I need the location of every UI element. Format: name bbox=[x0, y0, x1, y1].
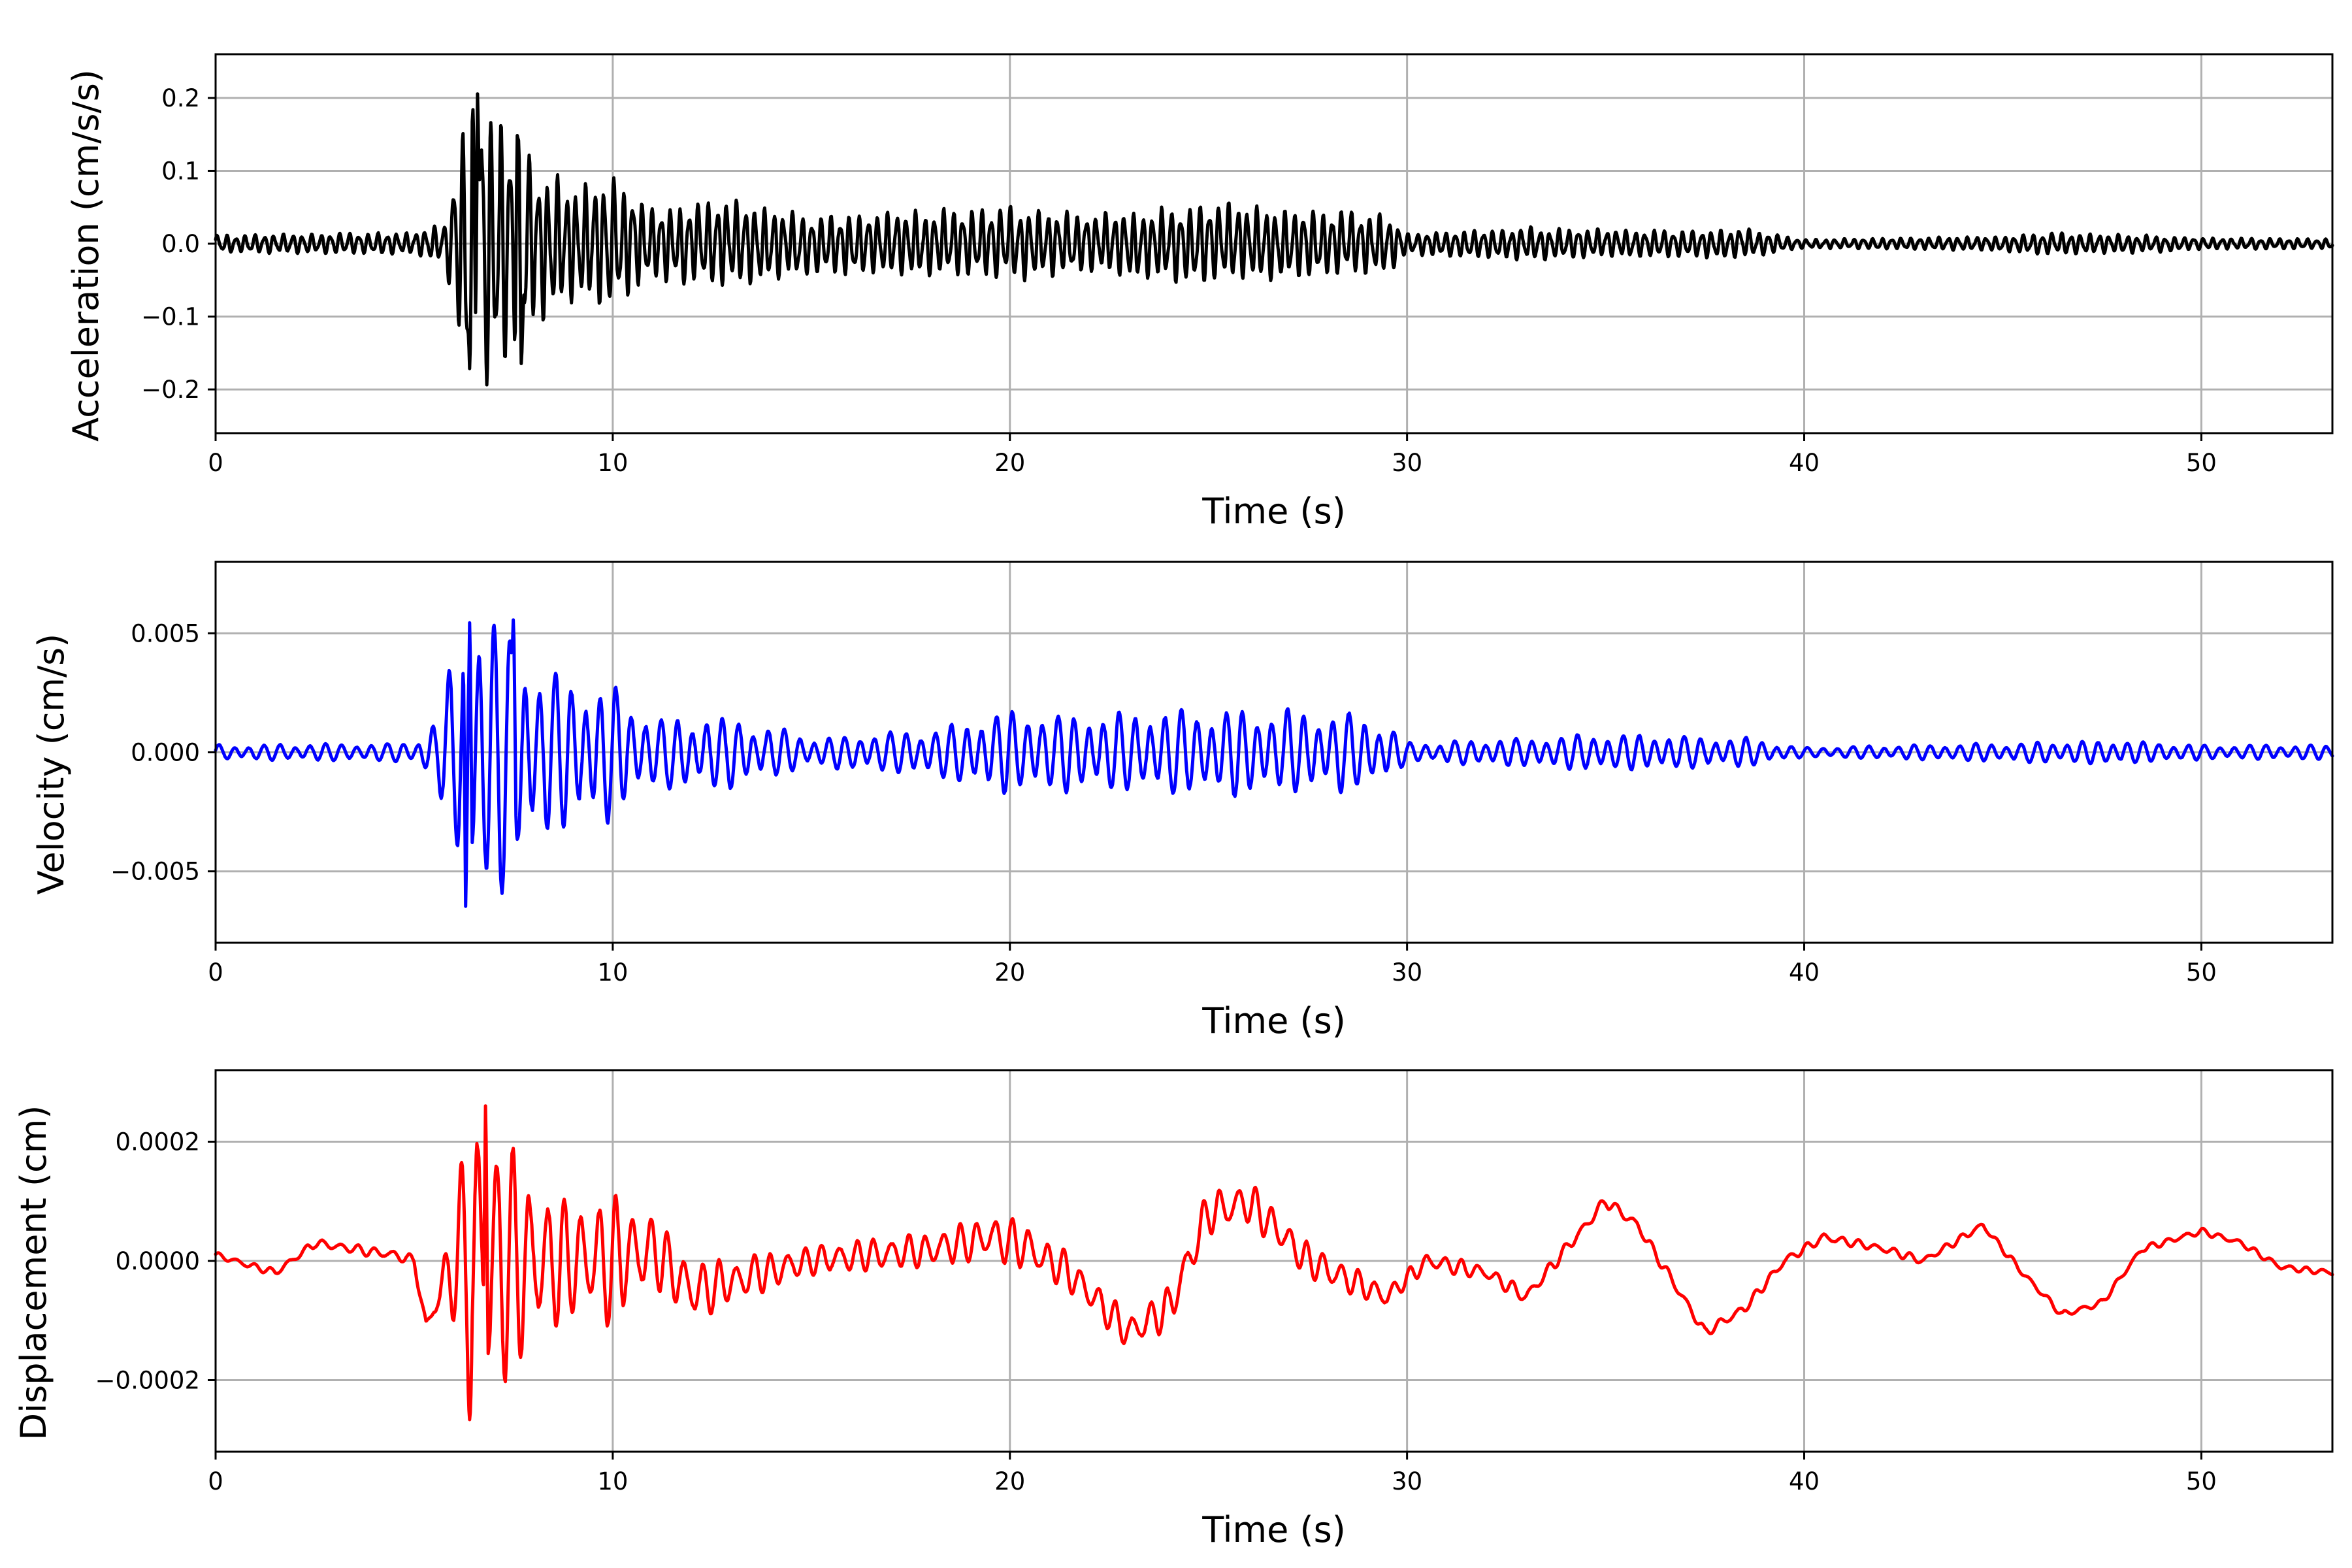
acceleration-x-tick-label: 30 bbox=[1392, 449, 1422, 477]
acceleration-y-tick-label: −0.2 bbox=[141, 376, 200, 404]
velocity-y-tick-label: −0.005 bbox=[110, 858, 200, 886]
displacement-line bbox=[214, 1104, 2334, 1422]
displacement-y-tick-label: 0.0002 bbox=[116, 1128, 200, 1156]
acceleration-x-tick-label: 0 bbox=[208, 449, 223, 477]
velocity-y-axis-label: Velocity (cm/s) bbox=[31, 634, 72, 895]
acceleration-panel: 0 10 20 30 40 50 −0.2 −0.1 0.0 0.1 0.2 Time (s) Ac… bbox=[65, 53, 2334, 532]
displacement-x-tick-label: 50 bbox=[2186, 1467, 2217, 1495]
displacement-x-tick-label: 30 bbox=[1392, 1467, 1422, 1495]
displacement-ticks: 0 10 20 30 40 50 −0.0002 0.0000 0.0002 bbox=[95, 1128, 2217, 1496]
velocity-line bbox=[214, 618, 2334, 908]
displacement-x-axis-label: Time (s) bbox=[1201, 1509, 1346, 1550]
velocity-ticks: 0 10 20 30 40 50 −0.005 0.000 0.005 bbox=[110, 619, 2217, 987]
velocity-x-tick-label: 10 bbox=[597, 958, 628, 987]
displacement-y-tick-label: −0.0002 bbox=[95, 1367, 200, 1395]
acceleration-ticks: 0 10 20 30 40 50 −0.2 −0.1 0.0 0.1 0.2 bbox=[141, 84, 2217, 477]
velocity-x-axis-label: Time (s) bbox=[1201, 1000, 1346, 1041]
displacement-x-tick-label: 10 bbox=[597, 1467, 628, 1495]
displacement-x-tick-label: 0 bbox=[208, 1467, 223, 1495]
velocity-y-tick-label: 0.005 bbox=[131, 619, 200, 647]
acceleration-y-tick-label: 0.0 bbox=[161, 230, 200, 258]
acceleration-x-tick-label: 10 bbox=[597, 449, 628, 477]
acceleration-x-tick-label: 50 bbox=[2186, 449, 2217, 477]
velocity-y-tick-label: 0.000 bbox=[131, 739, 200, 767]
displacement-y-axis-label: Displacement (cm) bbox=[13, 1105, 54, 1441]
acceleration-x-tick-label: 40 bbox=[1789, 449, 1820, 477]
acceleration-line bbox=[214, 92, 2334, 387]
velocity-x-tick-label: 0 bbox=[208, 958, 223, 987]
acceleration-y-tick-label: −0.1 bbox=[141, 303, 200, 331]
velocity-x-tick-label: 50 bbox=[2186, 958, 2217, 987]
acceleration-y-tick-label: 0.1 bbox=[161, 157, 200, 185]
acceleration-y-tick-label: 0.2 bbox=[161, 84, 200, 112]
acceleration-y-axis-label: Acceleration (cm/s/s) bbox=[65, 69, 106, 442]
velocity-x-tick-label: 20 bbox=[994, 958, 1025, 987]
displacement-x-tick-label: 20 bbox=[994, 1467, 1025, 1495]
velocity-x-tick-label: 40 bbox=[1789, 958, 1820, 987]
displacement-y-tick-label: 0.0000 bbox=[116, 1247, 200, 1275]
acceleration-x-tick-label: 20 bbox=[994, 449, 1025, 477]
velocity-panel: 0 10 20 30 40 50 −0.005 0.000 0.005 Time (s) Vel… bbox=[31, 561, 2334, 1041]
displacement-x-tick-label: 40 bbox=[1789, 1467, 1820, 1495]
velocity-x-tick-label: 30 bbox=[1392, 958, 1422, 987]
acceleration-x-axis-label: Time (s) bbox=[1201, 491, 1346, 532]
